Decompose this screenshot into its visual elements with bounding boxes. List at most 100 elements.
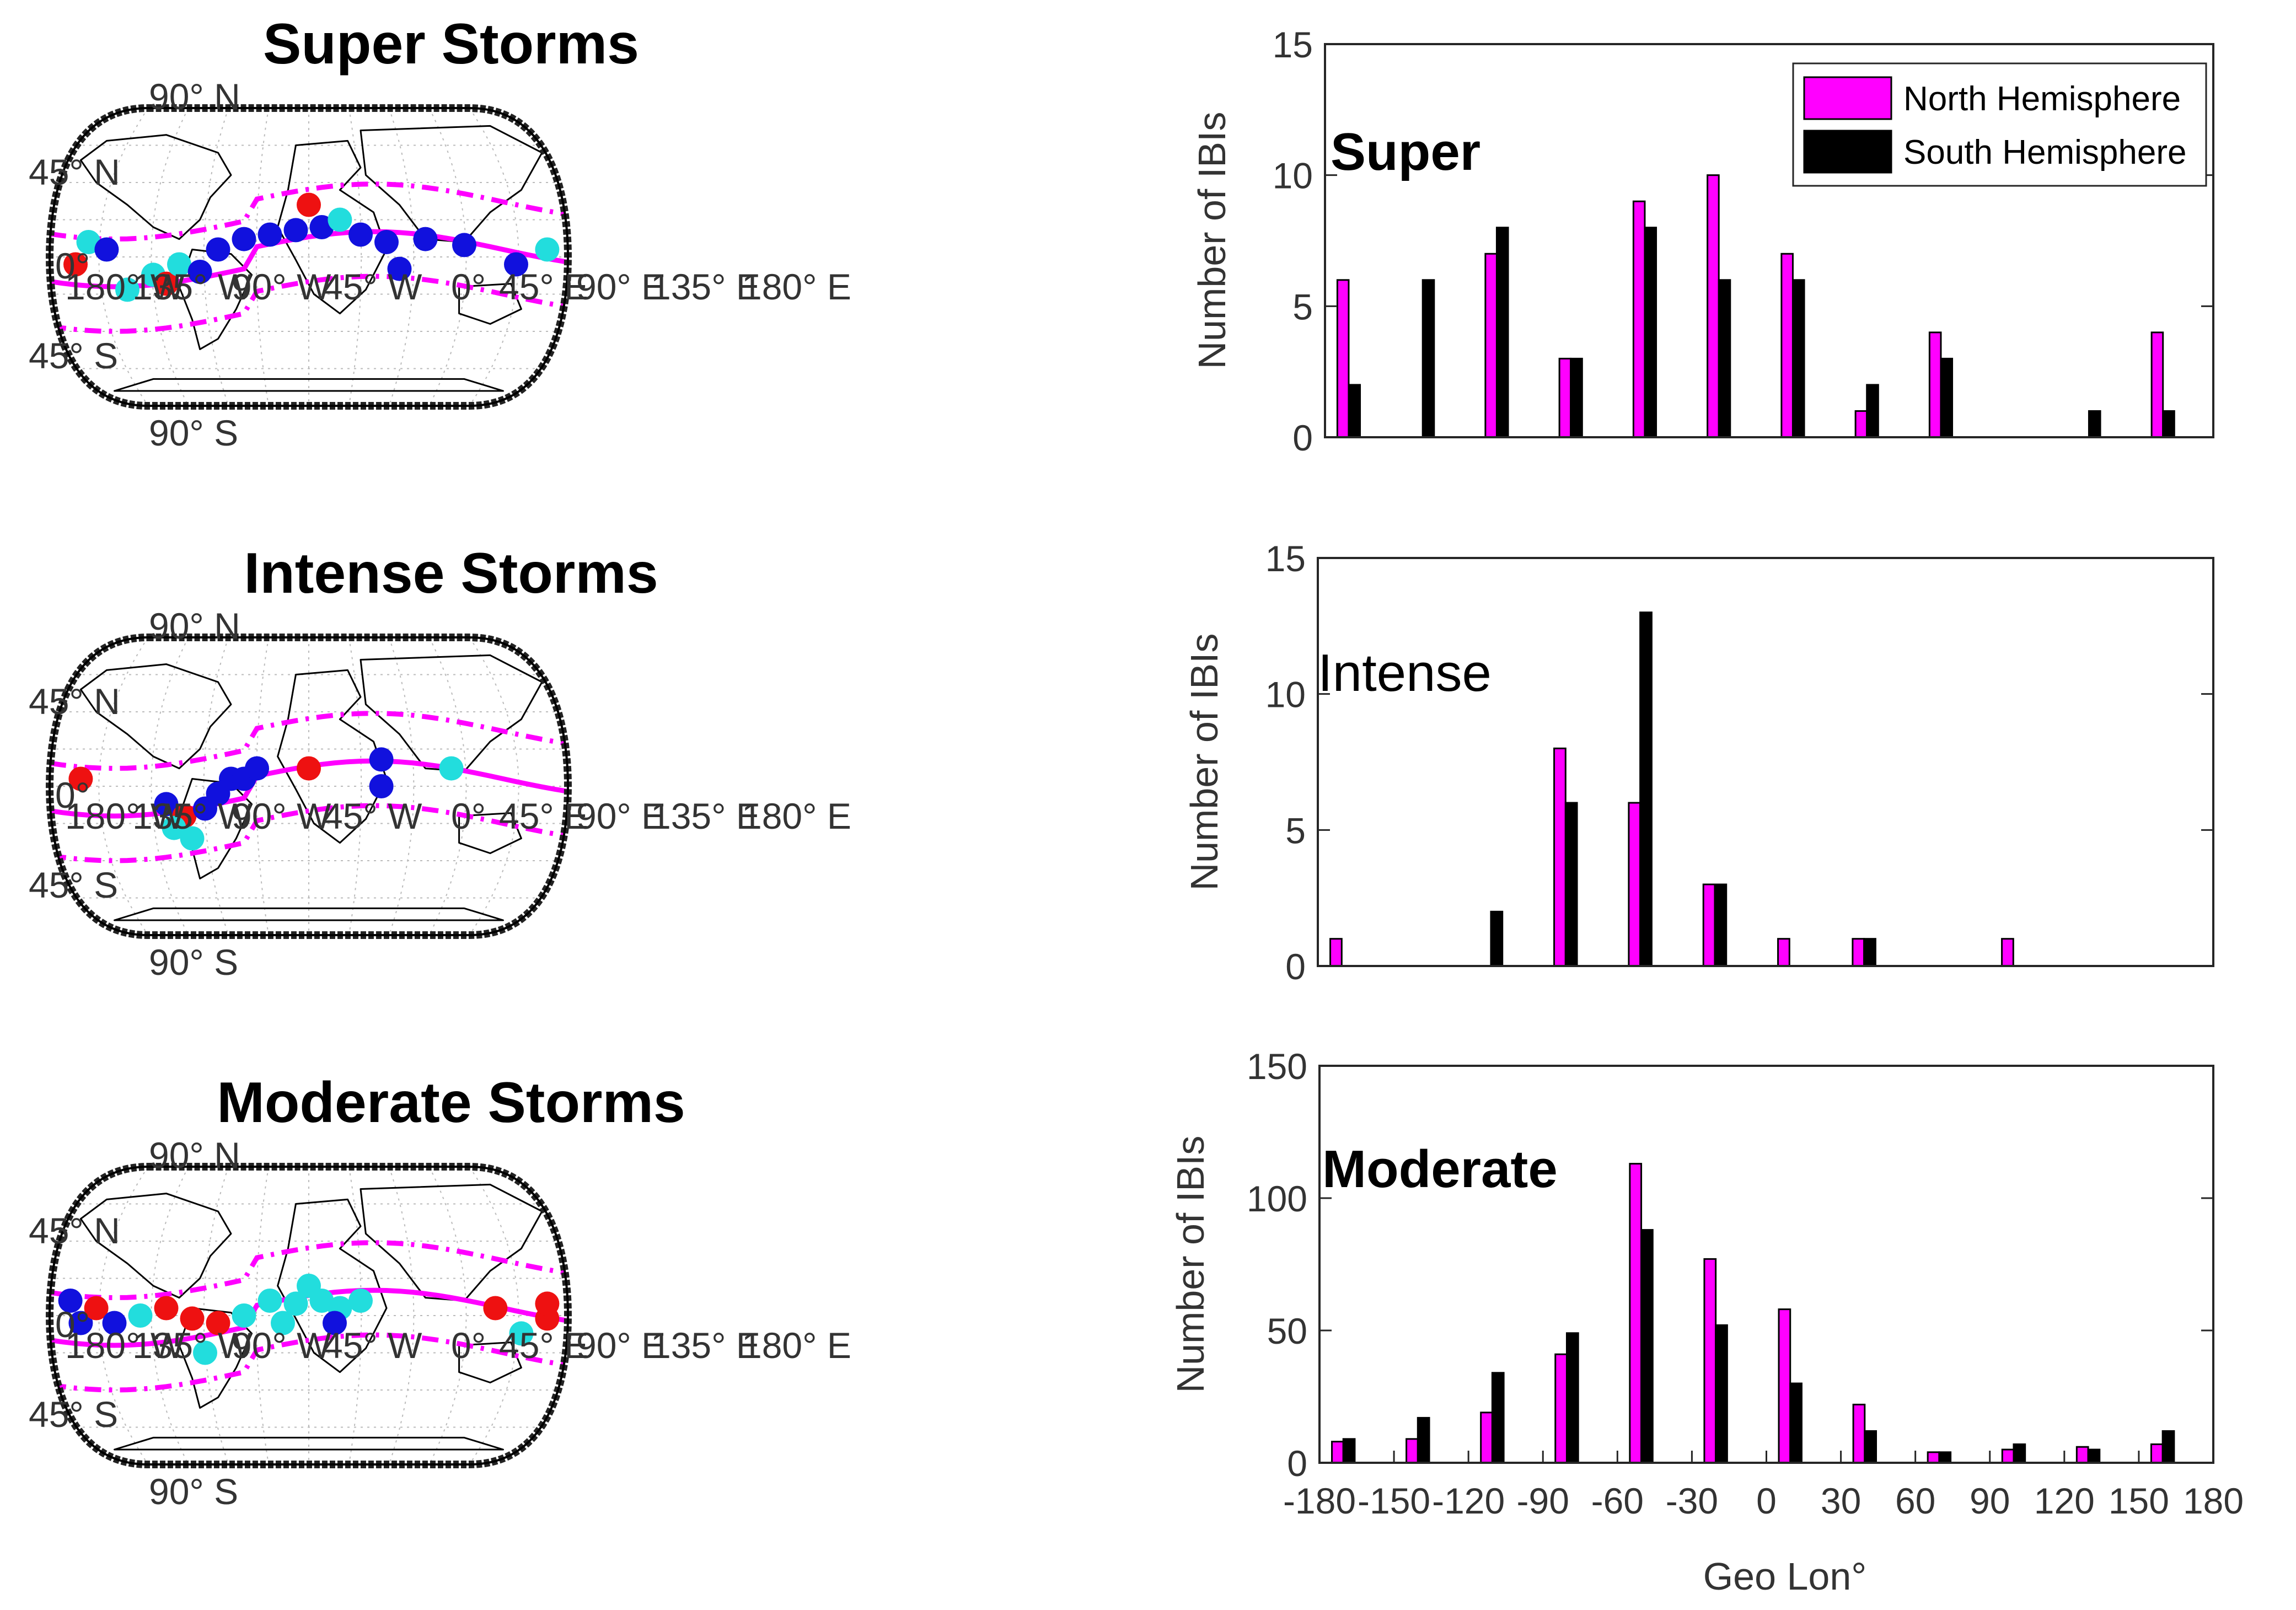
- x-tick-label: 120: [2034, 1480, 2095, 1521]
- y-ticks: 0 5 10 15: [1273, 24, 2213, 458]
- y-ticks: 0 50 100 150: [1247, 1046, 2213, 1484]
- ibi-event-dot: [309, 215, 334, 239]
- coastline: [458, 1341, 522, 1383]
- ibi-event-dot: [180, 826, 205, 851]
- lon-label: 90° E: [576, 1325, 666, 1366]
- bar-south: [1565, 1332, 1579, 1464]
- lon-labels: 180° W 135° W 90° W 45° W 0° 45° E 90° E…: [65, 796, 851, 836]
- ibi-event-dot: [323, 1311, 347, 1335]
- ibi-event-dot: [63, 252, 88, 277]
- grid-meridian: [98, 637, 149, 935]
- y-axis-label: Number of IBIs: [1169, 1136, 1212, 1393]
- ibi-event-dot: [535, 237, 560, 262]
- y-tick-label: 5: [1285, 810, 1306, 851]
- bar-north: [1336, 279, 1350, 438]
- bar-north: [1928, 331, 1942, 438]
- ibi-event-dot: [115, 277, 140, 302]
- y-tick-label: 100: [1247, 1178, 1307, 1219]
- bar-south: [1348, 384, 1361, 438]
- bar-north: [1632, 200, 1646, 438]
- ibi-event-dot: [283, 218, 308, 243]
- lat-label-0: 0°: [55, 775, 90, 815]
- y-tick-label: 15: [1273, 24, 1313, 65]
- bar-north: [1406, 1438, 1419, 1464]
- grid-meridian: [255, 637, 270, 935]
- moderate-storms-map: Moderate Storms 90° N 45° N 0° 45° S 90°…: [29, 1071, 851, 1512]
- bar-north: [1554, 1353, 1568, 1464]
- coastline: [178, 249, 253, 350]
- bar-north: [1703, 1258, 1717, 1464]
- lon-labels: 180° W 135° W 90° W 45° W 0° 45° E 90° E…: [65, 266, 851, 307]
- ibi-event-dot: [258, 222, 282, 247]
- map-frame-line: [48, 1166, 570, 1466]
- ibi-event-dot: [180, 1306, 205, 1331]
- ibi-event-dot: [348, 222, 373, 247]
- bar-north: [1553, 747, 1567, 967]
- ibi-event-dot: [162, 815, 186, 840]
- bar-north: [1484, 253, 1498, 438]
- x-tick-label: -150: [1358, 1480, 1430, 1521]
- grid-meridian: [255, 108, 270, 406]
- south-crest-line: [50, 273, 568, 334]
- lon-label: 90° E: [576, 796, 666, 836]
- ibi-event-dot: [509, 1321, 534, 1346]
- bar-north: [1777, 938, 1790, 967]
- coastline: [277, 1198, 388, 1373]
- map-inner: [50, 108, 568, 406]
- y-tick-label: 10: [1265, 674, 1306, 715]
- north-crest-line: [50, 711, 568, 771]
- bar-south: [1491, 1372, 1505, 1464]
- bar-south: [2162, 410, 2175, 438]
- ibi-event-dot: [535, 1291, 560, 1316]
- bar-north: [1629, 1163, 1643, 1464]
- ibi-event-dot: [68, 1311, 93, 1335]
- lat-label-0: 0°: [55, 245, 90, 286]
- lat-label-45s: 45° S: [29, 865, 118, 905]
- ibi-event-dot: [154, 792, 179, 817]
- lon-label: 180° W: [65, 266, 185, 307]
- ibi-event-dot: [504, 252, 528, 277]
- bar-north: [1702, 883, 1716, 967]
- ibi-event-dot: [348, 1289, 373, 1313]
- ibi-event-dot: [187, 260, 212, 284]
- bar-south: [1421, 279, 1435, 438]
- map-title: Moderate Storms: [217, 1071, 685, 1135]
- bar-south: [1570, 357, 1583, 438]
- bar-south: [1864, 1430, 1877, 1464]
- x-tick-label: 60: [1895, 1480, 1935, 1521]
- bar-south: [1866, 384, 1879, 438]
- panel-label: Super: [1331, 122, 1480, 181]
- map-inner: [50, 637, 568, 935]
- ibi-event-dot: [84, 1296, 109, 1321]
- lon-labels: 180° W 135° W 90° W 45° W 0° 45° E 90° E…: [65, 1325, 851, 1366]
- map-body: [45, 1163, 572, 1468]
- grid-meridian: [388, 1167, 415, 1464]
- bars: [1336, 174, 2175, 438]
- lon-label: 135° W: [132, 1325, 253, 1366]
- bar-south: [1417, 1416, 1430, 1464]
- lon-label: 135° E: [651, 796, 760, 836]
- lon-label: 180° W: [65, 796, 185, 836]
- lon-label: 135° E: [651, 1325, 760, 1366]
- bar-south: [2013, 1443, 2026, 1464]
- x-tick-label: -180: [1283, 1480, 1356, 1521]
- ibi-event-dot: [102, 1311, 127, 1335]
- x-tick-label: 150: [2109, 1480, 2169, 1521]
- y-tick-label: 10: [1273, 155, 1313, 196]
- ibi-event-dot: [245, 756, 269, 781]
- coastline: [277, 669, 388, 844]
- ibi-event-dot: [232, 1303, 256, 1328]
- bar-south: [1715, 1324, 1728, 1464]
- map-inner: [50, 1167, 568, 1464]
- lon-label: 45° W: [323, 796, 422, 836]
- south-crest-line: [50, 803, 568, 863]
- bar-south: [1644, 227, 1657, 438]
- lon-label: 90° E: [576, 266, 666, 307]
- bar-north: [1331, 1441, 1344, 1464]
- lon-label: 180° E: [742, 266, 851, 307]
- lon-label: 180° W: [65, 1325, 185, 1366]
- ibi-event-dot: [283, 1291, 308, 1316]
- grid-meridian: [388, 108, 415, 406]
- legend: North Hemisphere South Hemisphere: [1792, 62, 2207, 187]
- grid-meridian: [388, 637, 415, 935]
